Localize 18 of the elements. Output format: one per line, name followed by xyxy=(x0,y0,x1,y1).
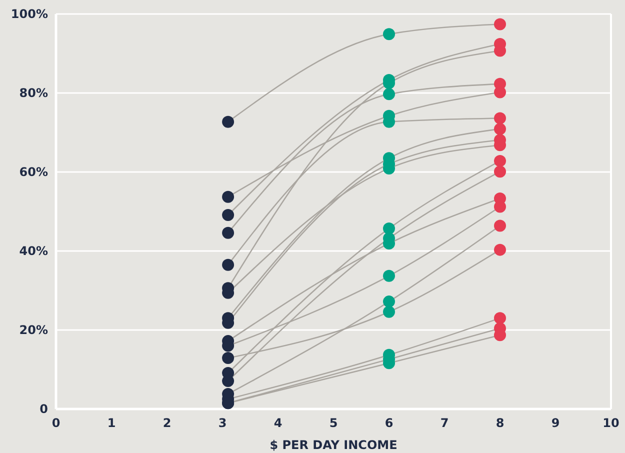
x-tick-label: 10 xyxy=(602,416,620,430)
x-tick-label: 6 xyxy=(384,416,394,430)
x-tick-label: 2 xyxy=(162,416,172,430)
x-tick-label: 4 xyxy=(274,416,282,430)
y-tick-label: 20% xyxy=(19,323,48,338)
x-axis-title: $ PER DAY INCOME xyxy=(270,438,398,452)
y-tick-label: 40% xyxy=(19,244,48,258)
y-tick-label: 80% xyxy=(19,86,48,100)
y-tick-label: 60% xyxy=(19,165,48,180)
y-tick-label: 0 xyxy=(40,402,48,416)
x-tick-label: 1 xyxy=(107,416,116,430)
x-tick-label: 8 xyxy=(496,416,504,430)
y-tick-label: 100% xyxy=(10,7,48,22)
x-tick-label: 7 xyxy=(440,416,449,430)
x-tick-label: 9 xyxy=(551,416,560,430)
x-tick-label: 3 xyxy=(218,416,227,430)
x-tick-label: 5 xyxy=(329,416,338,430)
x-tick-label: 0 xyxy=(52,416,60,430)
